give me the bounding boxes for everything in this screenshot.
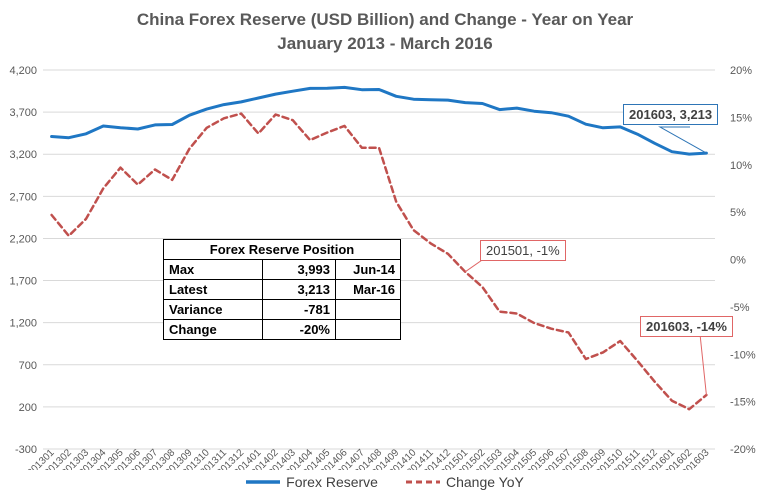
legend-item-reserve[interactable]: Forex Reserve [246, 474, 378, 490]
legend-label-reserve: Forex Reserve [286, 474, 378, 490]
annotation-reserve-latest: 201603, 3,213 [623, 104, 719, 125]
table-header: Forex Reserve Position [163, 239, 401, 260]
row-value: 3,993 [262, 259, 336, 280]
y-left-tick-label: 700 [19, 360, 37, 372]
y-right-tick-label: -10% [730, 349, 756, 361]
forex-position-table: Forex Reserve Position Max 3,993 Jun-14 … [163, 239, 401, 340]
row-value: -20% [262, 319, 336, 340]
chart-title: China Forex Reserve (USD Billion) and Ch… [136, 10, 634, 29]
y-right-tick-label: 5% [730, 207, 746, 219]
row-value: -781 [262, 299, 336, 320]
y-right-tick-label: 20% [730, 65, 752, 77]
y-left-tick-label: 2,700 [9, 191, 37, 203]
series-line-change-yoy [50, 112, 708, 411]
y-right-tick-label: 15% [730, 112, 752, 124]
row-date: Jun-14 [335, 259, 401, 280]
row-date [335, 299, 401, 320]
table-row: Max 3,993 Jun-14 [163, 259, 401, 280]
y-left-tick-label: 4,200 [9, 65, 37, 77]
y-left-tick-label: 200 [19, 402, 37, 414]
y-left-tick-label: 1,700 [9, 276, 37, 288]
row-label: Max [163, 259, 263, 280]
y-left-tick-label: -300 [15, 444, 37, 456]
callout-pointer [658, 126, 707, 154]
row-label: Latest [163, 279, 263, 300]
row-date: Mar-16 [335, 279, 401, 300]
y-right-tick-label: 10% [730, 160, 752, 172]
legend-label-yoy: Change YoY [445, 474, 524, 490]
y-right-tick-label: -20% [730, 444, 756, 456]
solid-line-swatch-icon [246, 480, 281, 484]
table-row: Latest 3,213 Mar-16 [163, 279, 401, 300]
row-label: Change [163, 319, 263, 340]
table-row: Change -20% [163, 319, 401, 340]
chart-subtitle: January 2013 - March 2016 [277, 34, 493, 53]
chart-canvas: 4,200 3,700 3,200 2,700 2,200 1,700 1,200 700 20… [9, 65, 756, 470]
annotation-yoy-latest: 201603, -14% [640, 316, 733, 337]
row-value: 3,213 [262, 279, 336, 300]
row-label: Variance [163, 299, 263, 320]
y-left-tick-label: 3,700 [9, 107, 37, 119]
row-date [335, 319, 401, 340]
chart-legend: Forex Reserve Change YoY [0, 474, 770, 490]
y-right-tick-label: -5% [730, 302, 750, 314]
legend-item-yoy[interactable]: Change YoY [405, 474, 524, 490]
annotation-yoy-jan15: 201501, -1% [480, 240, 566, 261]
y-left-tick-label: 2,200 [9, 233, 37, 245]
dashed-line-swatch-icon [405, 480, 440, 484]
y-left-tick-label: 3,200 [9, 149, 37, 161]
y-right-tick-label: -15% [730, 397, 756, 409]
y-left-tick-label: 1,200 [9, 318, 37, 330]
series-line-forex-reserve [50, 85, 708, 156]
y-right-tick-label: 0% [730, 255, 746, 267]
table-row: Variance -781 [163, 299, 401, 320]
